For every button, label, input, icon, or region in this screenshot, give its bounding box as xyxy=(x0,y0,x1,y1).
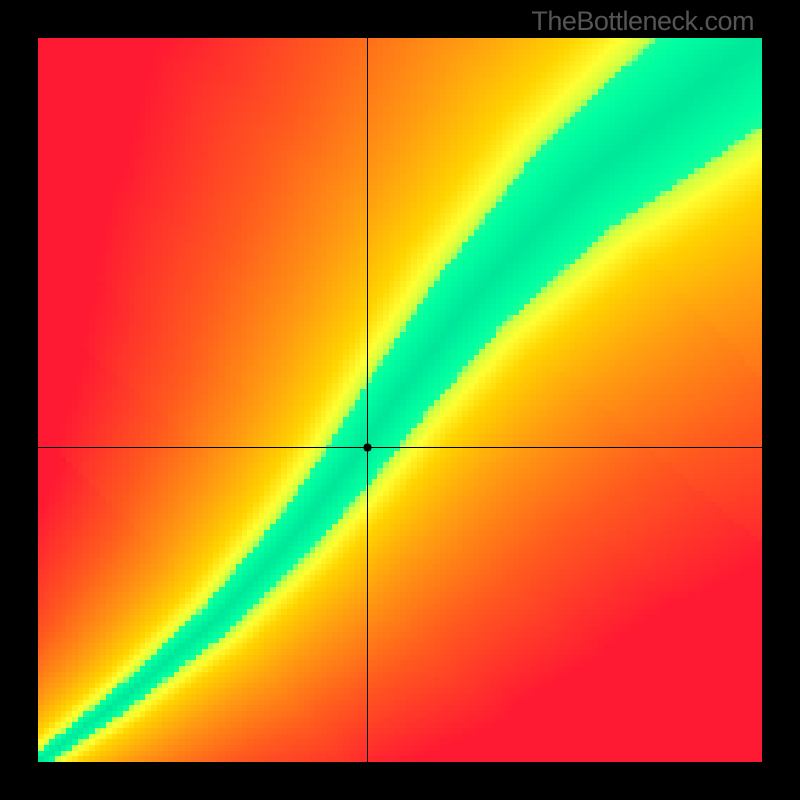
watermark-label: TheBottleneck.com xyxy=(531,6,754,37)
bottleneck-heatmap xyxy=(38,38,762,762)
